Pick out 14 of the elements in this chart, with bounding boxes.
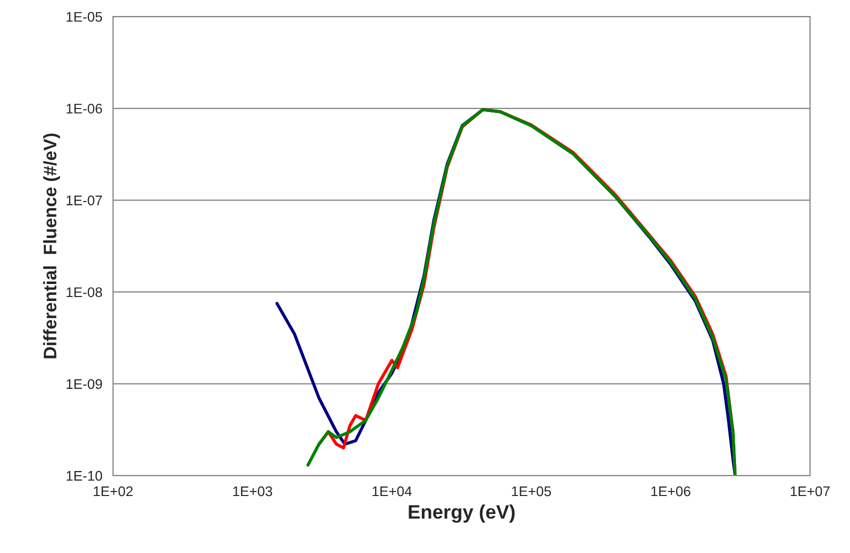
y-tick-label: 1E-09	[66, 379, 102, 389]
y-tick-label: 1E-06	[66, 104, 102, 114]
y-tick-label: 1E-07	[66, 196, 102, 206]
y-axis-title: Differential Fluence (#/eV)	[43, 134, 60, 358]
y-tick-label: 1E-10	[66, 470, 102, 481]
y-tick-label: 1E-05	[66, 12, 102, 22]
y-tick-label: 1E-08	[66, 287, 102, 298]
x-tick-label: 1E+04	[372, 486, 412, 496]
x-axis-title: Energy (eV)	[408, 504, 515, 523]
x-tick-label: 1E+05	[512, 486, 551, 496]
x-tick-label: 1E+06	[651, 486, 690, 496]
x-tick-label: 1E+02	[94, 486, 133, 496]
x-tick-label: 1E+07	[790, 486, 830, 496]
x-tick-label: 1E+03	[233, 486, 272, 496]
